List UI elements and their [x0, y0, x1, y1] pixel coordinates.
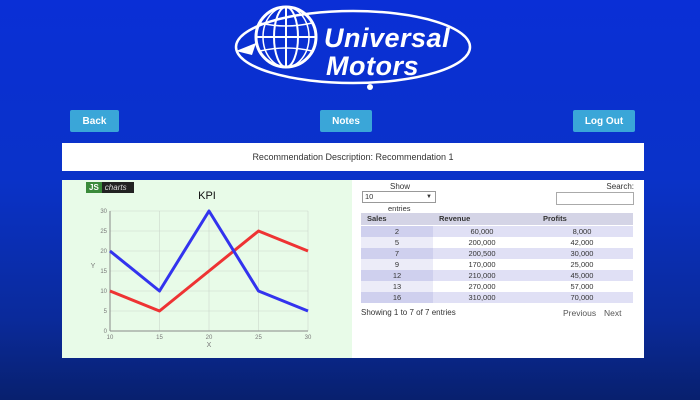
table-row: 13 270,000 57,000 — [361, 281, 633, 292]
previous-page-button[interactable]: Previous — [563, 308, 596, 318]
data-table: Show 10 ▼ entries Search: Sales Revenue … — [359, 180, 644, 358]
chart-ylabel: Y — [91, 263, 96, 270]
cell-sales: 7 — [361, 248, 433, 259]
y-tick-label: 5 — [104, 309, 108, 315]
main-panel: JS charts 0 5 10 15 20 25 30 10 15 20 25 30 KPI X Y… — [62, 180, 644, 358]
x-tick-label: 10 — [107, 335, 114, 341]
table-row: 7 200,500 30,000 — [361, 248, 633, 259]
show-label: Show — [390, 182, 410, 191]
x-tick-label: 25 — [255, 335, 262, 341]
cell-profits: 57,000 — [531, 281, 633, 292]
back-button[interactable]: Back — [70, 110, 119, 132]
table-row: 12 210,000 45,000 — [361, 270, 633, 281]
logout-button[interactable]: Log Out — [573, 110, 635, 132]
x-tick-label: 15 — [156, 335, 163, 341]
recommendation-description: Recommendation Description: Recommendati… — [252, 152, 453, 162]
cell-revenue: 270,000 — [433, 281, 531, 292]
column-header-sales[interactable]: Sales — [361, 213, 433, 225]
cell-sales: 13 — [361, 281, 433, 292]
cell-profits: 70,000 — [531, 292, 633, 303]
cell-sales: 12 — [361, 270, 433, 281]
cell-profits: 8,000 — [531, 226, 633, 237]
chart-title: KPI — [198, 190, 216, 202]
cell-sales: 5 — [361, 237, 433, 248]
cell-sales: 16 — [361, 292, 433, 303]
notes-button[interactable]: Notes — [320, 110, 372, 132]
column-header-profits[interactable]: Profits — [531, 213, 633, 225]
y-tick-label: 15 — [100, 269, 107, 275]
cell-revenue: 200,500 — [433, 248, 531, 259]
table-row: 16 310,000 70,000 — [361, 292, 633, 303]
page-length-value: 10 — [365, 192, 373, 201]
table-info: Showing 1 to 7 of 7 entries — [361, 308, 456, 317]
y-tick-label: 25 — [100, 229, 107, 235]
x-tick-label: 20 — [206, 335, 213, 341]
y-tick-label: 20 — [100, 249, 107, 255]
cell-revenue: 210,000 — [433, 270, 531, 281]
y-tick-label: 30 — [100, 209, 107, 215]
cell-profits: 45,000 — [531, 270, 633, 281]
chart-xlabel: X — [207, 342, 212, 349]
y-tick-label: 10 — [100, 289, 107, 295]
x-tick-label: 30 — [305, 335, 312, 341]
page-length-select[interactable]: 10 ▼ — [362, 191, 436, 203]
cell-revenue: 310,000 — [433, 292, 531, 303]
table-header[interactable]: Sales Revenue Profits — [361, 213, 633, 225]
recommendation-bar: Recommendation Description: Recommendati… — [62, 143, 644, 171]
cell-revenue: 200,000 — [433, 237, 531, 248]
cell-profits: 30,000 — [531, 248, 633, 259]
brand-line-2: Motors — [326, 51, 419, 82]
table-row: 9 170,000 25,000 — [361, 259, 633, 270]
cell-revenue: 170,000 — [433, 259, 531, 270]
cell-sales: 2 — [361, 226, 433, 237]
table-row: 5 200,000 42,000 — [361, 237, 633, 248]
search-label: Search: — [606, 182, 634, 191]
cell-revenue: 60,000 — [433, 226, 531, 237]
cell-sales: 9 — [361, 259, 433, 270]
cell-profits: 25,000 — [531, 259, 633, 270]
universal-motors-logo: Universal Motors — [228, 3, 478, 93]
search-input[interactable] — [556, 192, 634, 205]
table-row: 2 60,000 8,000 — [361, 226, 633, 237]
column-header-revenue[interactable]: Revenue — [433, 213, 531, 225]
cell-profits: 42,000 — [531, 237, 633, 248]
next-page-button[interactable]: Next — [604, 308, 621, 318]
chevron-down-icon: ▼ — [426, 192, 432, 202]
brand-line-1: Universal — [324, 23, 450, 54]
chart-panel: JS charts 0 5 10 15 20 25 30 10 15 20 25 30 KPI X Y — [62, 180, 352, 358]
entries-label: entries — [388, 204, 411, 213]
